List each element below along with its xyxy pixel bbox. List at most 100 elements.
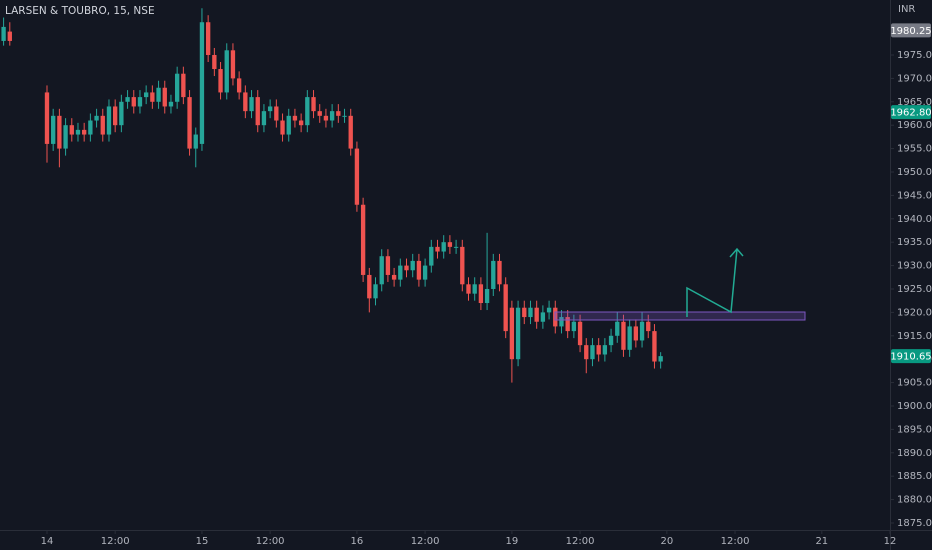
y-tick-label: 1930.00	[897, 261, 932, 272]
y-tick-label: 1955.00	[897, 144, 932, 155]
projection-arrowhead	[729, 247, 744, 258]
y-tick-label: 1890.00	[897, 448, 932, 459]
candle-body	[199, 22, 205, 144]
currency-label: INR	[898, 4, 915, 15]
candle-body	[627, 326, 632, 350]
candle-body	[75, 129, 81, 135]
candle-body	[491, 260, 496, 289]
candle-body	[267, 106, 273, 112]
candle-body	[113, 106, 118, 126]
candle-body	[7, 31, 12, 41]
y-tick-label: 1920.00	[897, 307, 932, 318]
candle-body	[255, 97, 260, 126]
candle-body	[137, 97, 143, 107]
y-tick-label: 1935.00	[897, 237, 932, 248]
candle-body	[472, 284, 477, 294]
price-badge-label: 1980.25	[890, 26, 931, 37]
candle-body	[305, 97, 310, 126]
candle-body	[559, 317, 564, 327]
plot	[1, 8, 663, 383]
candle-body	[584, 345, 589, 360]
candle-body	[639, 321, 645, 341]
candle-body	[119, 101, 124, 126]
candle-body	[596, 345, 601, 355]
candle-body	[342, 115, 347, 117]
candle-body	[168, 101, 174, 107]
candle-body	[323, 115, 329, 121]
y-tick-label: 1970.00	[897, 73, 932, 84]
candle-body	[230, 50, 236, 79]
x-tick-label: 12:00	[411, 536, 440, 547]
price-badge	[891, 349, 931, 364]
x-tick-label: 12:00	[566, 536, 595, 547]
candle-body	[460, 246, 465, 285]
y-tick-label: 1885.00	[897, 471, 932, 482]
candle-body	[224, 50, 229, 93]
y-tick-label: 1945.00	[897, 190, 932, 201]
candle-body	[534, 307, 539, 322]
y-tick-label: 1960.00	[897, 120, 932, 131]
candle-body	[646, 321, 651, 332]
candle-body	[1, 26, 6, 41]
candle-body	[608, 335, 614, 346]
y-tick-label: 1950.00	[897, 167, 932, 178]
y-tick-label: 1940.00	[897, 214, 932, 225]
candle-body	[205, 22, 211, 55]
candle-body	[509, 307, 515, 360]
price-badge-label: 1910.65	[890, 352, 931, 363]
price-badge	[891, 105, 931, 120]
candle-body	[528, 307, 533, 318]
chart-title: LARSEN & TOUBRO, 15, NSE	[5, 5, 155, 17]
candle-body	[162, 87, 167, 107]
candle-body	[391, 274, 397, 280]
candle-body	[540, 312, 546, 322]
x-tick-label: 20	[660, 536, 673, 547]
candle-body	[174, 73, 180, 102]
candle-body	[447, 242, 453, 247]
y-tick-label: 1900.00	[897, 401, 932, 412]
y-tick-label: 1915.00	[897, 331, 932, 342]
candle-body	[100, 115, 105, 135]
candle-body	[416, 260, 422, 280]
candle-body	[577, 321, 583, 346]
x-tick-label: 14	[41, 536, 54, 547]
candle-body	[51, 115, 56, 144]
candle-body	[317, 111, 322, 116]
candle-body	[503, 284, 508, 332]
candle-body	[218, 69, 223, 93]
y-tick-label: 1875.00	[897, 518, 932, 529]
candle-body	[193, 134, 198, 149]
candle-body	[131, 97, 136, 107]
candle-body	[156, 87, 161, 102]
x-tick-label: 19	[506, 536, 519, 547]
x-tick-label: 12:00	[101, 536, 130, 547]
candle-body	[385, 256, 391, 275]
candle-body	[453, 246, 459, 248]
candle-body	[466, 284, 471, 294]
candle-body	[422, 265, 428, 280]
candle-body	[478, 284, 484, 304]
candle-body	[63, 125, 68, 149]
candle-body	[82, 129, 87, 135]
candle-body	[212, 54, 217, 70]
candle-body	[546, 307, 552, 313]
candle-body	[379, 256, 384, 285]
candle-body	[125, 97, 130, 102]
candle-body	[143, 92, 149, 98]
candle-body	[571, 321, 577, 332]
y-tick-label: 1925.00	[897, 284, 932, 295]
candle-body	[298, 120, 304, 126]
candle-body	[367, 274, 372, 299]
candle-body	[243, 92, 248, 112]
candle-body	[286, 115, 291, 135]
y-tick-label: 1975.00	[897, 50, 932, 61]
candle-body	[94, 115, 99, 121]
candle-body	[249, 97, 254, 112]
candle-body	[441, 242, 446, 252]
candle-body	[621, 321, 626, 350]
candle-body	[515, 307, 521, 360]
candle-body	[274, 106, 279, 121]
candle-body	[615, 321, 620, 336]
candle-body	[484, 288, 490, 304]
